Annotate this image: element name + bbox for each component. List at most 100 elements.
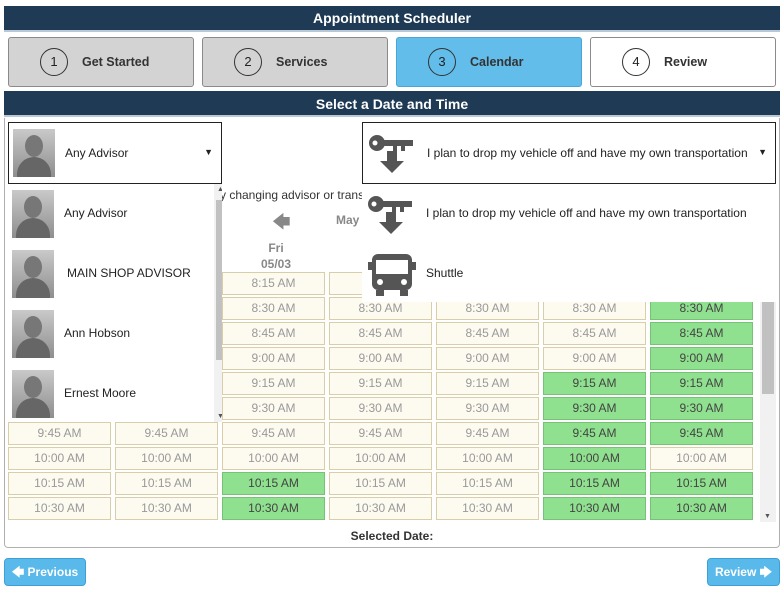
time-slot[interactable]: 9:00 AM [650, 347, 753, 370]
transportation-select[interactable]: I plan to drop my vehicle off and have m… [362, 122, 776, 184]
time-slot[interactable]: 9:00 AM [222, 347, 325, 370]
time-slot[interactable]: 9:15 AM [222, 372, 325, 395]
caret-down-icon: ▼ [204, 147, 213, 157]
advisor-option[interactable]: Ann Hobson [8, 304, 208, 364]
time-slot[interactable]: 9:45 AM [8, 422, 111, 445]
advisor-option[interactable]: MAIN SHOP ADVISOR [8, 244, 208, 304]
scrollbar-thumb[interactable] [762, 300, 774, 394]
time-slot[interactable]: 8:30 AM [222, 297, 325, 320]
time-slot[interactable]: 8:45 AM [436, 322, 539, 345]
time-slot[interactable]: 9:30 AM [436, 397, 539, 420]
time-slot[interactable]: 8:30 AM [543, 297, 646, 320]
time-slot[interactable]: 8:45 AM [650, 322, 753, 345]
time-slot[interactable]: 10:30 AM [329, 497, 432, 520]
arrow-left-icon[interactable]: 🡄 [272, 212, 291, 232]
time-slot[interactable]: 10:30 AM [650, 497, 753, 520]
time-slot[interactable]: 10:15 AM [115, 472, 218, 495]
day-header: Fri 05/03 [224, 240, 328, 272]
review-label: Review [714, 565, 757, 579]
time-slot[interactable]: 10:15 AM [543, 472, 646, 495]
time-slot[interactable]: 9:00 AM [436, 347, 539, 370]
time-slot[interactable]: 8:45 AM [222, 322, 325, 345]
day-date: 05/03 [260, 257, 292, 271]
previous-button[interactable]: 🡄 Previous [4, 558, 86, 586]
time-slot[interactable]: 9:30 AM [543, 397, 646, 420]
app-title: Appointment Scheduler [4, 6, 780, 32]
review-button[interactable]: Review 🡆 [707, 558, 780, 586]
transportation-option[interactable]: I plan to drop my vehicle off and have m… [362, 184, 776, 242]
time-slot[interactable]: 9:45 AM [115, 422, 218, 445]
time-slot-grid: 9:45 AM 10:00 AM 10:15 AM 10:30 AM 9:45 AM 10… [8, 272, 760, 523]
time-slot[interactable]: 10:15 AM [8, 472, 111, 495]
time-slot[interactable]: 10:00 AM [8, 447, 111, 470]
time-slot[interactable]: 10:00 AM [115, 447, 218, 470]
time-slot[interactable]: 10:15 AM [329, 472, 432, 495]
scrollbar-thumb[interactable] [216, 200, 222, 360]
time-slot[interactable]: 10:15 AM [436, 472, 539, 495]
arrow-left-icon: 🡄 [11, 565, 25, 579]
day-name: Fri [268, 241, 284, 255]
month-label: May [336, 213, 360, 227]
time-slot[interactable]: 10:30 AM [115, 497, 218, 520]
caret-down-icon: ▼ [758, 147, 767, 157]
time-slot[interactable]: 9:15 AM [436, 372, 539, 395]
time-slot[interactable]: 9:45 AM [222, 422, 325, 445]
time-slot[interactable]: 8:30 AM [329, 297, 432, 320]
time-slot[interactable]: 9:45 AM [650, 422, 753, 445]
time-slot[interactable]: 8:15 AM [222, 272, 325, 295]
time-slot[interactable]: 10:30 AM [543, 497, 646, 520]
time-slot[interactable]: 8:45 AM [543, 322, 646, 345]
time-slot[interactable]: 9:15 AM [329, 372, 432, 395]
time-slot[interactable]: 10:30 AM [8, 497, 111, 520]
time-slot[interactable]: 9:00 AM [543, 347, 646, 370]
time-slot[interactable]: 10:00 AM [436, 447, 539, 470]
time-slot[interactable]: 10:00 AM [543, 447, 646, 470]
advisor-option-label: Ann Hobson [64, 326, 131, 340]
time-slot[interactable]: 10:15 AM [222, 472, 325, 495]
time-slot[interactable]: 9:30 AM [329, 397, 432, 420]
arrow-right-icon: 🡆 [759, 565, 773, 579]
advisor-scrollbar[interactable]: ▲ ▼ [214, 184, 222, 422]
avatar-icon [12, 190, 54, 238]
time-slot[interactable]: 8:30 AM [436, 297, 539, 320]
time-slot[interactable]: 8:45 AM [329, 322, 432, 345]
time-slot[interactable]: 9:30 AM [222, 397, 325, 420]
time-slot[interactable]: 10:30 AM [436, 497, 539, 520]
time-slot[interactable]: 9:45 AM [543, 422, 646, 445]
step-calendar[interactable]: 3 Calendar [396, 37, 582, 87]
scroll-down-icon[interactable]: ▼ [764, 513, 771, 520]
time-slot[interactable]: 9:15 AM [650, 372, 753, 395]
time-slot[interactable]: 9:00 AM [329, 347, 432, 370]
time-slot[interactable]: 10:00 AM [329, 447, 432, 470]
step-number: 2 [234, 48, 262, 76]
step-services[interactable]: 2 Services [202, 37, 388, 87]
advisor-option[interactable]: Any Advisor [8, 184, 208, 244]
bus-icon [368, 254, 416, 296]
time-slot[interactable]: 10:00 AM [222, 447, 325, 470]
avatar-icon [13, 129, 55, 177]
scroll-down-icon[interactable]: ▼ [217, 413, 222, 420]
time-slot[interactable]: 10:00 AM [650, 447, 753, 470]
advisor-option-label: Any Advisor [64, 206, 128, 220]
info-text: y changing advisor or trans [220, 188, 365, 202]
time-slot[interactable]: 8:30 AM [650, 297, 753, 320]
time-slot[interactable]: 10:15 AM [650, 472, 753, 495]
time-slot[interactable]: 9:30 AM [650, 397, 753, 420]
selected-date: Selected Date: [350, 529, 434, 543]
step-number: 1 [40, 48, 68, 76]
time-slot[interactable]: 10:30 AM [222, 497, 325, 520]
scroll-up-icon[interactable]: ▲ [217, 186, 222, 193]
avatar-icon [12, 250, 54, 298]
step-label: Services [276, 55, 328, 69]
step-review[interactable]: 4 Review [590, 37, 776, 87]
time-slot[interactable]: 9:15 AM [543, 372, 646, 395]
time-slot[interactable]: 9:45 AM [436, 422, 539, 445]
calendar-scrollbar[interactable]: ▼ [760, 290, 776, 522]
step-get-started[interactable]: 1 Get Started [8, 37, 194, 87]
transportation-option-label: Shuttle [426, 266, 464, 280]
advisor-option[interactable]: Ernest Moore [8, 364, 208, 422]
advisor-select[interactable]: Any Advisor ▼ [8, 122, 222, 184]
transportation-option[interactable]: Shuttle [362, 244, 776, 302]
transportation-options: I plan to drop my vehicle off and have m… [362, 184, 776, 302]
time-slot[interactable]: 9:45 AM [329, 422, 432, 445]
